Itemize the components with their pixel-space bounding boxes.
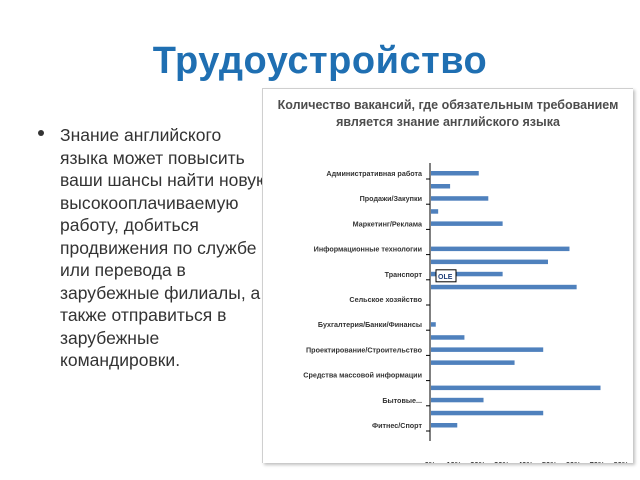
x-tick-label: 0% [425,460,436,463]
category-label: Продажи/Закупки [360,194,422,203]
bar [431,410,544,416]
ole-label: OLE [438,274,453,281]
bar [431,360,515,365]
category-label: Административная работа [326,169,423,178]
bar [431,423,458,428]
bar [431,196,489,201]
ole-box [435,269,457,283]
category-label: Маркетинг/Реклама [353,219,423,228]
category-label: Сельское хозяйство [349,295,422,304]
x-tick-label: 80% [613,460,628,463]
category-label: Средства массовой информации [303,371,422,380]
bar [431,385,601,391]
category-label: Информационные технологии [314,245,422,254]
bar [431,271,503,277]
category-label: Транспорт [385,270,423,279]
x-tick-label: 20% [470,460,485,463]
x-tick-label: 60% [566,460,581,463]
category-label: Проектирование/Строительство [306,345,423,354]
category-label: Бухгалтерия/Банки/Финансы [318,320,422,329]
bar [431,171,479,176]
bar [431,209,439,214]
bar-chart: Административная работа Продажи/Закупки Ма… [303,163,629,463]
bullet-list: Знание английского языка может повысить … [38,124,273,372]
category-label: Фитнес/Спорт [372,421,423,430]
bar [431,246,570,252]
bar [431,335,465,340]
bar [431,284,577,290]
bar [431,397,484,403]
chart-title: Количество вакансий, где обязательным тр… [277,98,619,129]
bar [431,259,548,265]
x-tick-label: 70% [590,460,605,463]
x-tick-label: 40% [518,460,533,463]
bullet-text: Знание английского языка может повысить … [60,125,270,370]
bullet-dot [38,130,44,136]
x-tick-label: 50% [542,460,557,463]
slide-title: Трудоустройство [152,40,488,82]
bar [431,221,503,226]
category-label: Бытовые... [382,396,422,405]
bar [431,322,436,327]
x-tick-label: 30% [494,460,509,463]
bar [431,184,451,189]
x-tick-label: 10% [446,460,461,463]
chart-panel: Количество вакансий, где обязательным тр… [262,88,633,463]
bar [431,347,544,352]
